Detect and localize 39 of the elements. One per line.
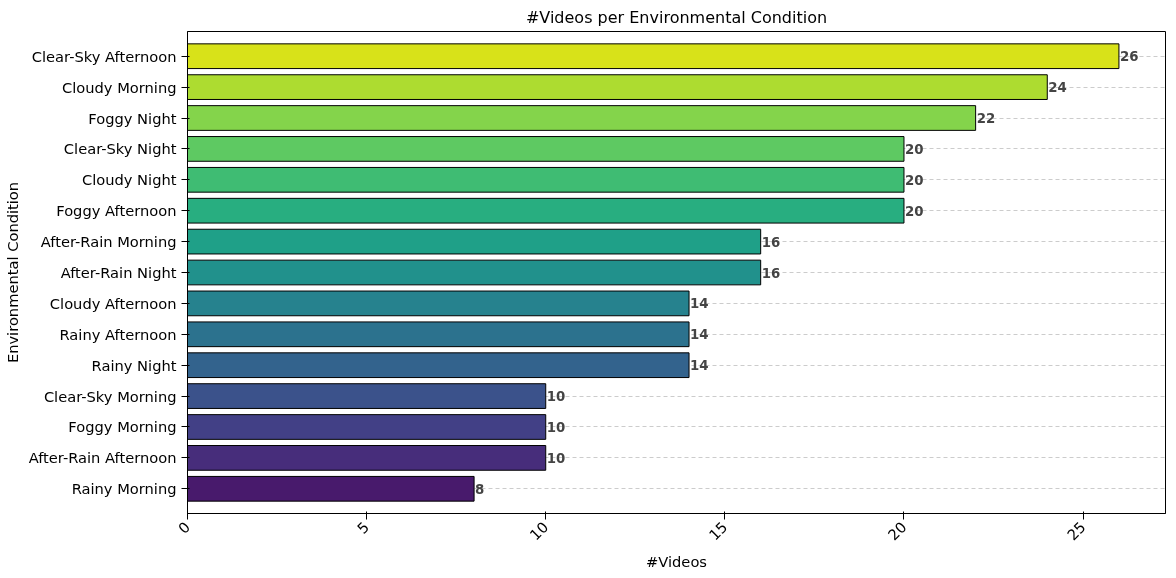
x-tick-label: 15 — [705, 518, 731, 544]
data-label: 14 — [690, 327, 709, 343]
y-tick-label: Clear-Sky Afternoon — [31, 47, 177, 65]
data-label: 14 — [690, 296, 709, 312]
data-label: 22 — [976, 111, 996, 127]
y-tick-label: Cloudy Morning — [61, 78, 177, 96]
x-tick-label: 5 — [353, 518, 373, 537]
data-label: 24 — [1048, 80, 1067, 96]
data-label: 10 — [546, 389, 566, 405]
chart-title: #Videos per Environmental Condition — [525, 7, 828, 27]
y-tick-label: Rainy Morning — [71, 480, 177, 498]
x-tick-label: 10 — [526, 518, 552, 544]
data-label: 8 — [475, 481, 485, 497]
y-tick-label: Foggy Afternoon — [56, 202, 177, 220]
y-tick-label: After-Rain Afternoon — [28, 449, 177, 467]
y-tick-label: Rainy Afternoon — [59, 325, 177, 343]
x-axis-title: #Videos — [646, 552, 707, 570]
y-tick-label: Clear-Sky Night — [63, 140, 177, 158]
data-label: 20 — [904, 203, 924, 219]
y-tick-label: Clear-Sky Morning — [43, 387, 177, 405]
y-tick-label: Foggy Morning — [68, 418, 177, 436]
x-tick-label: 25 — [1063, 518, 1089, 544]
data-label: 20 — [904, 172, 924, 188]
y-tick-label: After-Rain Night — [60, 264, 177, 281]
y-tick-label: Foggy Night — [88, 109, 177, 127]
y-tick-label: Rainy Night — [91, 356, 177, 374]
y-axis-title: Environmental Condition — [3, 181, 21, 364]
data-label: 20 — [904, 141, 924, 157]
data-label: 10 — [546, 419, 566, 435]
data-label: 16 — [761, 265, 781, 281]
data-label: 16 — [761, 234, 781, 250]
data-label: 14 — [690, 358, 709, 374]
y-tick-label: Cloudy Night — [81, 171, 177, 189]
y-tick-label: Cloudy Afternoon — [49, 294, 177, 312]
y-tick-label: After-Rain Morning — [40, 233, 177, 251]
x-tick-label: 20 — [884, 518, 910, 544]
data-label: 10 — [546, 450, 566, 466]
x-tick-label: 0 — [174, 518, 194, 537]
data-label: 26 — [1119, 49, 1139, 65]
